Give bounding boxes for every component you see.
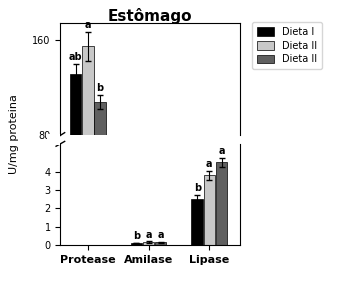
Bar	[70, 74, 81, 135]
Bar	[143, 242, 154, 245]
Text: ab: ab	[69, 52, 82, 62]
Text: Estômago: Estômago	[108, 8, 192, 25]
Text: a: a	[157, 230, 164, 240]
Text: b: b	[96, 83, 104, 92]
Bar	[82, 46, 93, 135]
Text: a: a	[218, 146, 225, 156]
Text: a: a	[145, 230, 152, 240]
Text: a: a	[206, 159, 213, 169]
Text: a: a	[85, 20, 91, 30]
Text: U/mg proteina: U/mg proteina	[9, 94, 19, 174]
Bar	[155, 242, 167, 245]
Bar	[191, 199, 203, 245]
Bar	[216, 162, 227, 245]
Bar	[131, 243, 142, 245]
Legend: Dieta I, Dieta II, Dieta II: Dieta I, Dieta II, Dieta II	[252, 22, 322, 69]
Text: b: b	[194, 183, 201, 193]
Text: b: b	[133, 231, 140, 241]
Bar	[94, 102, 106, 135]
Bar	[204, 175, 215, 245]
